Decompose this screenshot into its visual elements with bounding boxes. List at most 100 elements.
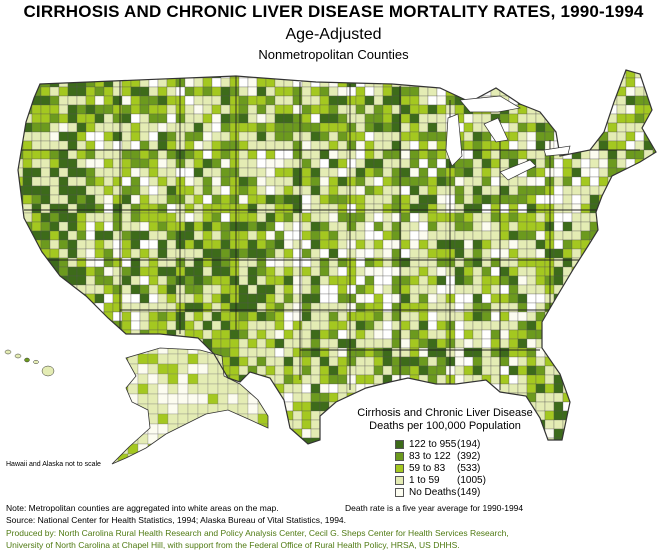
- county-cell: [49, 122, 60, 133]
- county-cell: [18, 113, 24, 124]
- county-cell: [121, 104, 132, 115]
- county-cell: [436, 77, 447, 88]
- county-cell: [409, 338, 420, 349]
- county-cell: [400, 266, 411, 277]
- alaska-cell: [207, 413, 219, 425]
- county-cell: [274, 329, 285, 340]
- county-cell: [598, 95, 609, 106]
- county-cell: [121, 70, 132, 79]
- county-cell: [337, 131, 348, 142]
- county-cell: [18, 320, 24, 331]
- county-cell: [220, 185, 231, 196]
- county-cell: [85, 70, 96, 79]
- county-cell: [211, 230, 222, 241]
- county-cell: [85, 230, 96, 241]
- county-cell: [571, 338, 582, 349]
- county-cell: [292, 329, 303, 340]
- county-cell: [139, 419, 150, 430]
- county-cell: [581, 60, 590, 69]
- county-cell: [553, 257, 564, 268]
- alaska-cell: [112, 383, 119, 395]
- county-cell: [436, 104, 447, 115]
- county-cell: [211, 122, 222, 133]
- alaska-cell: [177, 383, 189, 395]
- county-cell: [256, 293, 267, 304]
- death-rate-note: Death rate is a five year average for 19…: [345, 503, 524, 513]
- county-cell: [247, 230, 258, 241]
- county-cell: [166, 230, 177, 241]
- county-cell: [418, 275, 429, 286]
- county-cell: [472, 70, 483, 79]
- county-cell: [40, 419, 51, 430]
- metro-note: Note: Metropolitan counties are aggregat…: [6, 503, 279, 513]
- county-cell: [283, 70, 294, 79]
- county-cell: [517, 275, 528, 286]
- county-cell: [526, 365, 537, 376]
- county-cell: [275, 447, 284, 456]
- county-cell: [58, 374, 69, 385]
- county-cell: [139, 293, 150, 304]
- county-cell: [49, 338, 60, 349]
- county-cell: [103, 113, 114, 124]
- county-cell: [652, 212, 656, 223]
- county-cell: [499, 239, 510, 250]
- county-cell: [428, 60, 437, 69]
- county-cell: [121, 311, 132, 322]
- county-cell: [544, 212, 555, 223]
- county-cell: [463, 338, 474, 349]
- county-cell: [193, 95, 204, 106]
- county-cell: [418, 77, 429, 88]
- county-cell: [265, 86, 276, 97]
- county-cell: [292, 320, 303, 331]
- county-cell: [175, 203, 186, 214]
- county-cell: [571, 77, 582, 88]
- county-cell: [346, 86, 357, 97]
- county-cell: [94, 95, 105, 106]
- county-cell: [418, 383, 429, 394]
- county-cell: [202, 419, 213, 430]
- county-cell: [535, 293, 546, 304]
- county-cell: [112, 257, 123, 268]
- county-cell: [310, 428, 321, 439]
- county-cell: [166, 221, 177, 232]
- county-cell: [580, 275, 591, 286]
- alaska-cell: [117, 463, 129, 464]
- alaska-cell: [207, 453, 219, 464]
- county-cell: [463, 113, 474, 124]
- county-cell: [553, 158, 564, 169]
- county-cell: [220, 320, 231, 331]
- county-cell: [193, 104, 204, 115]
- county-cell: [481, 140, 492, 151]
- county-cell: [328, 329, 339, 340]
- county-cell: [481, 149, 492, 160]
- county-cell: [212, 60, 221, 69]
- county-cell: [481, 392, 492, 403]
- county-cell: [337, 104, 348, 115]
- county-cell: [166, 70, 177, 79]
- county-cell: [589, 383, 600, 394]
- county-cell: [103, 149, 114, 160]
- county-cell: [580, 311, 591, 322]
- county-cell: [544, 374, 555, 385]
- county-cell: [454, 70, 465, 79]
- county-cell: [319, 194, 330, 205]
- county-cell: [85, 95, 96, 106]
- alaska-cell: [207, 373, 219, 385]
- county-cell: [76, 149, 87, 160]
- county-cell: [643, 419, 654, 430]
- county-cell: [184, 149, 195, 160]
- county-cell: [427, 392, 438, 403]
- county-cell: [202, 104, 213, 115]
- county-cell: [22, 257, 33, 268]
- county-cell: [22, 77, 33, 88]
- county-cell: [643, 194, 654, 205]
- county-cell: [256, 239, 267, 250]
- county-cell: [490, 194, 501, 205]
- county-cell: [58, 302, 69, 313]
- county-cell: [238, 122, 249, 133]
- county-cell: [175, 320, 186, 331]
- alaska-cell: [267, 423, 268, 435]
- county-cell: [148, 302, 159, 313]
- county-cell: [418, 230, 429, 241]
- county-cell: [148, 275, 159, 286]
